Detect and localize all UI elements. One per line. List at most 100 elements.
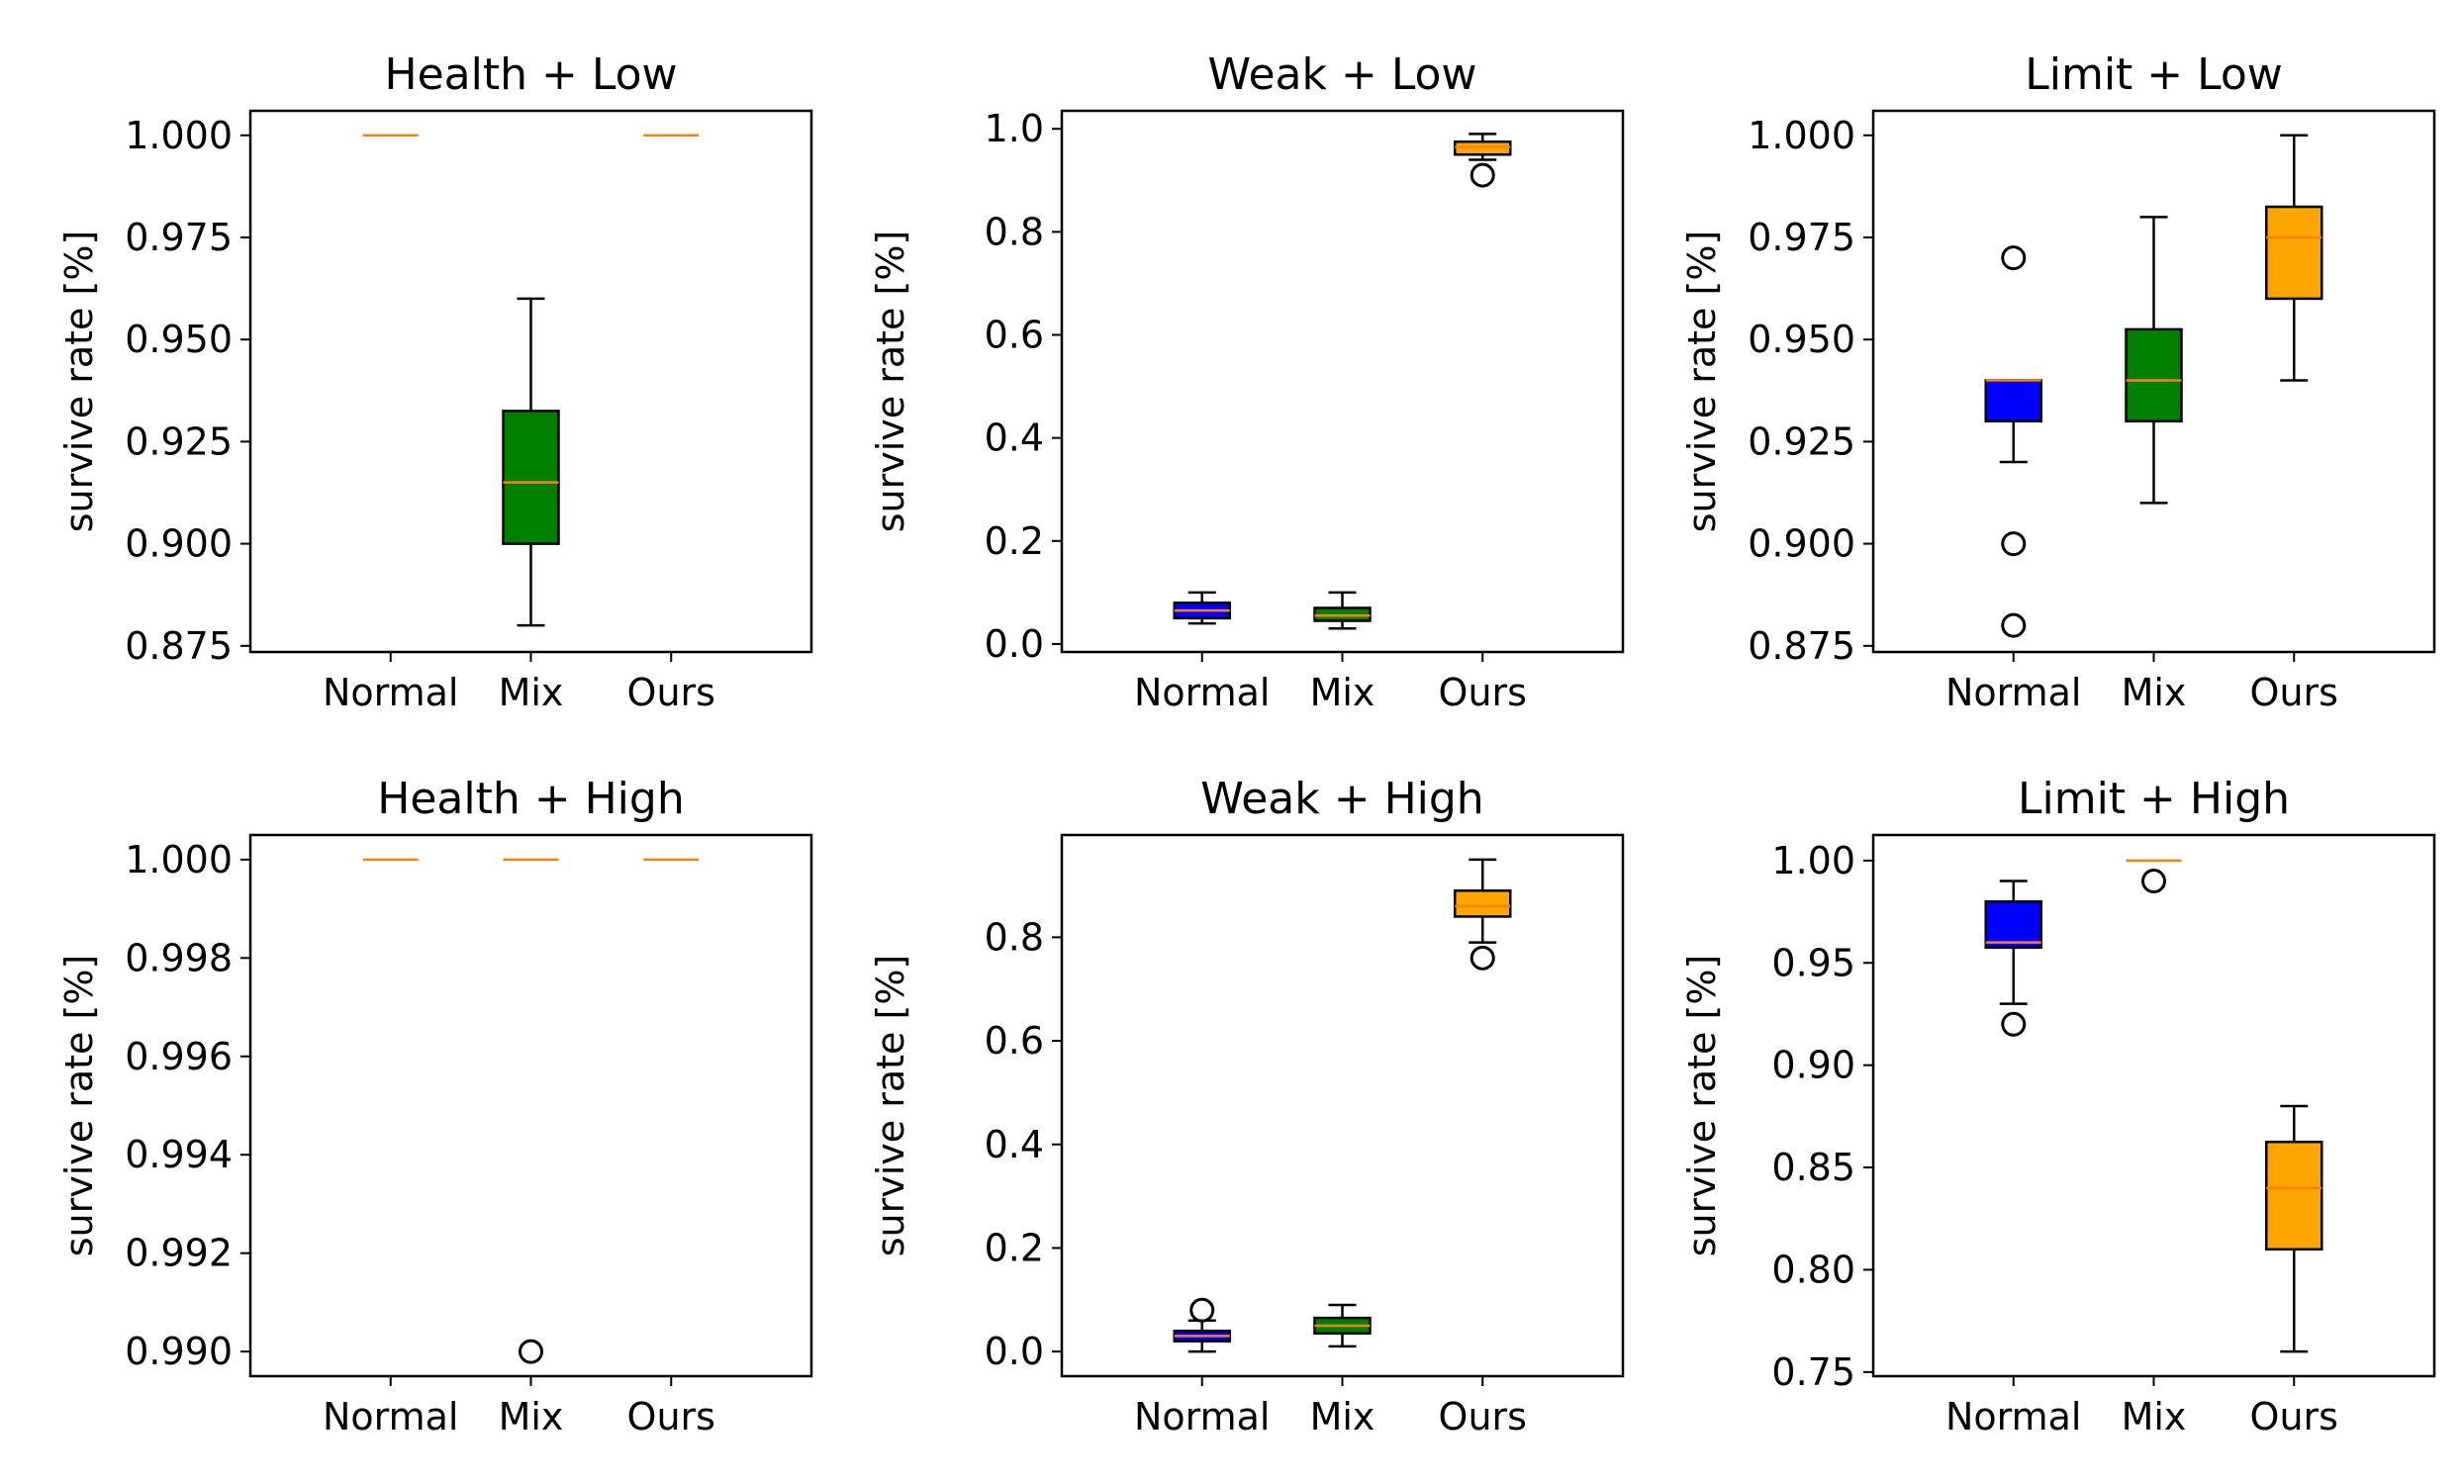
outlier-point <box>1469 945 1495 971</box>
box-mix <box>502 297 560 627</box>
y-tick-label: 1.000 <box>1748 114 1855 157</box>
iqr-box <box>2265 1140 2323 1252</box>
y-tick-label: 0.2 <box>985 519 1044 563</box>
y-tick-label: 0.0 <box>985 622 1044 666</box>
box-normal <box>1173 591 1231 625</box>
x-tick-label: Mix <box>1310 671 1375 714</box>
outlier-point <box>2001 245 2027 271</box>
subplot: Limit + Low survive rate [%] 0.875 0.900 0.9… <box>1680 49 2436 714</box>
subplot: Weak + Low survive rate [%] 0.0 0.2 0.4 0.6 0.… <box>869 49 1625 714</box>
x-tick-label: Mix <box>2122 671 2187 714</box>
x-tick-label: Mix <box>1310 1395 1375 1438</box>
subplot: Health + Low survive rate [%] 0.875 0.900 0.… <box>57 49 813 714</box>
plot-frame <box>1060 833 1625 1378</box>
x-tick-label: Normal <box>323 1395 459 1438</box>
y-axis-label: survive rate [%] <box>57 231 101 533</box>
y-tick-label: 0.950 <box>125 318 233 361</box>
outlier-point <box>1189 1297 1215 1323</box>
y-tick-label: 0.80 <box>1771 1248 1855 1291</box>
plot-frame <box>248 833 813 1378</box>
box-ours <box>2265 134 2323 382</box>
y-tick-label: 1.000 <box>125 114 233 157</box>
box-mix <box>2125 216 2183 505</box>
y-tick-label: 0.8 <box>985 210 1044 253</box>
x-tick-label: Normal <box>323 671 459 714</box>
box-ours <box>1454 133 1512 188</box>
box-mix <box>2126 859 2182 894</box>
x-tick-label: Ours <box>627 671 715 714</box>
x-tick-label: Ours <box>627 1395 715 1438</box>
subplot: Weak + High survive rate [%] 0.0 0.2 0.4 0.6 0… <box>869 774 1625 1438</box>
outlier-point <box>2141 869 2166 894</box>
y-tick-label: 0.996 <box>125 1035 233 1078</box>
x-tick-label: Ours <box>1439 671 1527 714</box>
y-tick-label: 0.0 <box>985 1330 1044 1373</box>
subplot-title: Health + High <box>377 774 684 824</box>
y-tick-label: 0.4 <box>985 1123 1044 1166</box>
x-tick-label: Normal <box>1134 1395 1271 1438</box>
y-axis-label: survive rate [%] <box>1680 231 1724 533</box>
x-tick-label: Ours <box>2250 671 2338 714</box>
y-tick-label: 0.950 <box>1748 318 1855 361</box>
y-tick-label: 0.90 <box>1771 1044 1855 1087</box>
y-axis-label: survive rate [%] <box>869 231 912 533</box>
box-mix <box>503 858 559 1364</box>
y-tick-label: 0.95 <box>1771 941 1855 984</box>
outlier-point <box>2001 531 2027 557</box>
x-tick-label: Mix <box>499 1395 564 1438</box>
subplot: Health + High survive rate [%] 0.990 0.992 0… <box>57 774 813 1438</box>
y-axis-label: survive rate [%] <box>57 955 101 1257</box>
y-tick-label: 0.85 <box>1771 1146 1855 1189</box>
x-tick-label: Mix <box>499 671 564 714</box>
y-axis-label: survive rate [%] <box>869 955 912 1257</box>
y-tick-label: 0.900 <box>125 522 233 566</box>
y-tick-label: 0.6 <box>985 1019 1044 1063</box>
subplot: Limit + High survive rate [%] 0.75 0.80 0.85… <box>1680 774 2436 1438</box>
y-tick-label: 0.998 <box>125 936 233 979</box>
y-tick-label: 0.900 <box>1748 522 1855 566</box>
y-tick-label: 0.6 <box>985 314 1044 357</box>
y-tick-label: 0.975 <box>1748 216 1855 259</box>
plot-frame <box>1871 833 2436 1378</box>
iqr-box <box>2265 205 2323 301</box>
plot-frame <box>1060 109 1625 654</box>
plot-frame <box>248 109 813 654</box>
y-tick-label: 0.875 <box>1748 624 1855 668</box>
x-tick-label: Ours <box>1439 1395 1527 1438</box>
y-tick-label: 0.8 <box>985 915 1044 959</box>
iqr-box <box>2125 327 2183 423</box>
iqr-box <box>502 410 560 545</box>
outlier-point <box>2001 612 2027 638</box>
outlier-point <box>1469 162 1495 188</box>
x-tick-label: Mix <box>2122 1395 2187 1438</box>
subplot-title: Weak + High <box>1200 774 1483 824</box>
y-tick-label: 0.925 <box>1748 419 1855 463</box>
y-tick-label: 0.2 <box>985 1226 1044 1269</box>
iqr-box <box>1984 379 2042 423</box>
y-tick-label: 1.000 <box>125 838 233 881</box>
y-tick-label: 0.994 <box>125 1133 233 1176</box>
y-tick-label: 0.925 <box>125 419 233 463</box>
outlier-point <box>519 1339 543 1364</box>
y-tick-label: 1.00 <box>1771 839 1855 882</box>
x-tick-label: Normal <box>1134 671 1271 714</box>
subplot-title: Limit + High <box>2018 774 2290 824</box>
y-tick-label: 0.75 <box>1771 1350 1855 1394</box>
plot-frame <box>1871 109 2436 654</box>
y-tick-label: 0.4 <box>985 417 1044 460</box>
box-normal <box>1173 1297 1231 1353</box>
y-axis-label: survive rate [%] <box>1680 955 1724 1257</box>
box-mix <box>1313 591 1372 630</box>
box-mix <box>1313 1303 1372 1348</box>
y-tick-label: 0.992 <box>125 1232 233 1275</box>
box-normal <box>1984 880 2042 1037</box>
iqr-box <box>1454 139 1512 156</box>
box-normal <box>1984 245 2042 638</box>
y-tick-label: 1.0 <box>985 107 1044 150</box>
iqr-box <box>1984 899 2042 949</box>
box-ours <box>1454 858 1512 971</box>
box-ours <box>2265 1104 2323 1353</box>
x-tick-label: Normal <box>1945 1395 2082 1438</box>
subplot-title: Health + Low <box>385 49 678 100</box>
